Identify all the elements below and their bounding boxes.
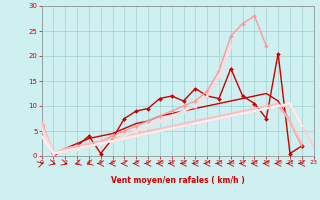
X-axis label: Vent moyen/en rafales ( km/h ): Vent moyen/en rafales ( km/h )	[111, 176, 244, 185]
